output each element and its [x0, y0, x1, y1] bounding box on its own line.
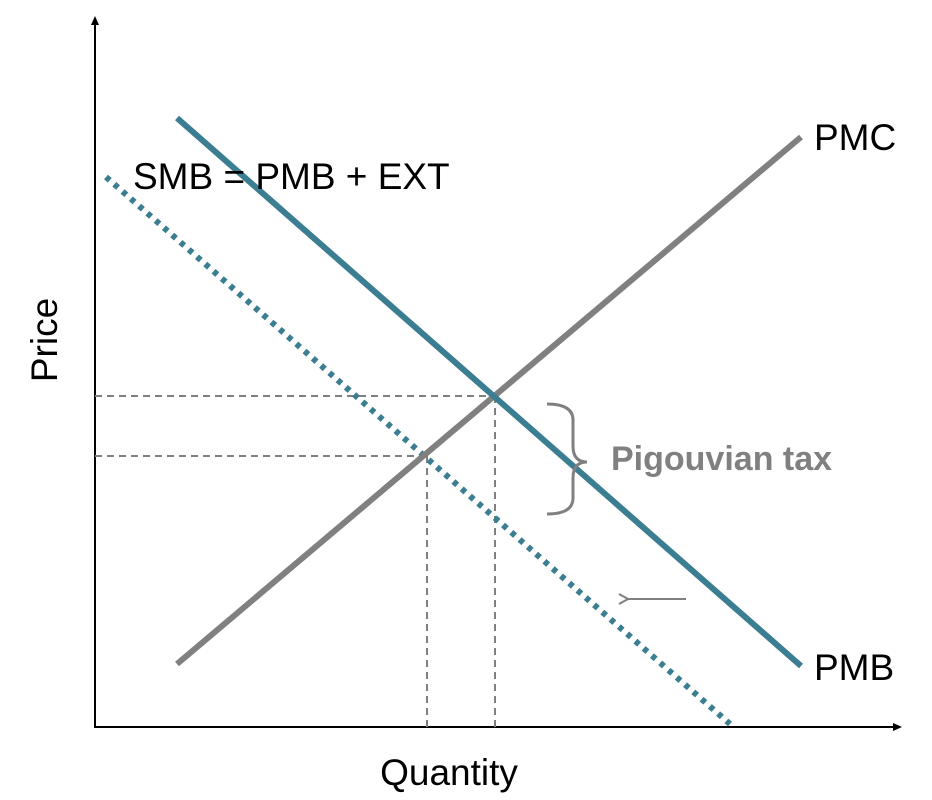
pmb-line	[175, 115, 803, 669]
x-axis-label: Quantity	[380, 752, 518, 793]
smb-label: SMB = PMB + EXT	[133, 156, 450, 197]
pmb-label: PMB	[814, 647, 894, 688]
pigouvian-tax-label: Pigouvian tax	[611, 440, 832, 478]
pmc-line	[175, 134, 803, 667]
y-axis-label: Price	[24, 298, 65, 382]
right-curly-brace-icon	[546, 402, 588, 516]
pmc-label: PMC	[814, 117, 896, 158]
